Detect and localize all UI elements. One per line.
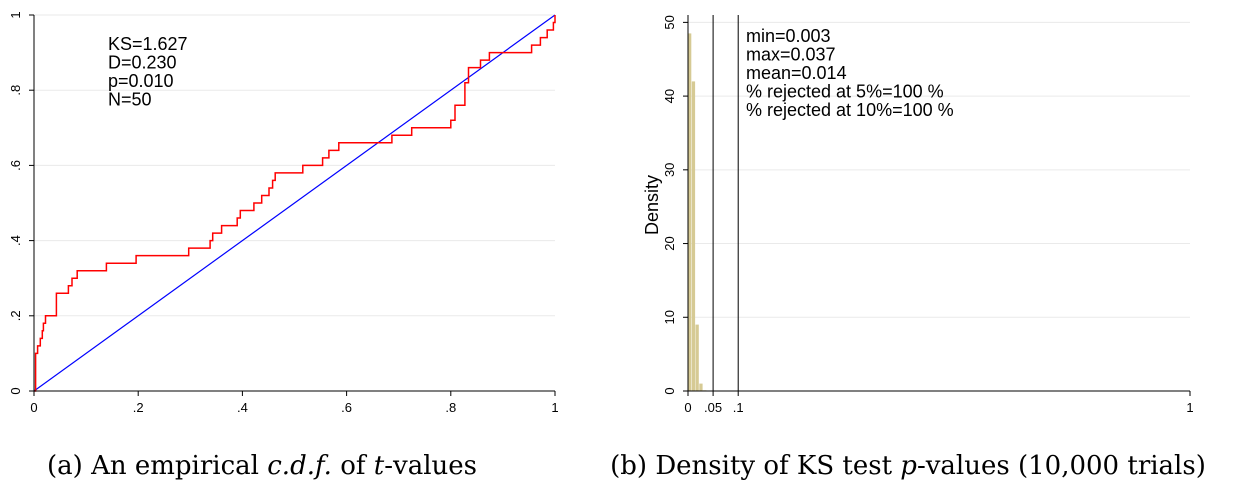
panel-a-xtick-label: .8 [445, 400, 456, 415]
panel-a-xtick-label: .2 [133, 400, 144, 415]
panel-b-annotation-line: mean=0.014 [746, 63, 847, 83]
panel-a-annotation-line: N=50 [108, 90, 152, 110]
panel-b-annotation-line: % rejected at 10%=100 % [746, 100, 954, 120]
panel-a-ytick-label: .4 [8, 235, 23, 246]
panel-b-caption: (b) Density of KS test p-values (10,000 … [610, 451, 1206, 481]
panel-a-annotation-line: KS=1.627 [108, 34, 188, 54]
histogram-bar [695, 324, 699, 391]
panel-a-ytick-label: .6 [8, 160, 23, 171]
panel-a-xtick-label: .6 [341, 400, 352, 415]
panel-a-ytick-label: 1 [8, 11, 23, 18]
panel-b-annotation-line: % rejected at 5%=100 % [746, 82, 944, 102]
panel-b-ytick-label: 50 [662, 15, 677, 29]
panel-a-gridlines [34, 14, 555, 317]
panel-b-ytick-label: 10 [662, 310, 677, 324]
panel-a-annotation-line: D=0.230 [108, 53, 177, 73]
panel-b-ylabel: Density [642, 175, 662, 235]
panel-a-ytick-label: 0 [8, 387, 23, 394]
panel-a-xtick-label: 0 [30, 400, 37, 415]
panel-a-axes: 0 .2 .4 .6 .8 1 0 .2 .4 .6 .8 1 [8, 11, 559, 415]
panel-b-ytick-label: 0 [662, 387, 677, 394]
panel-a-xtick-label: 1 [551, 400, 558, 415]
panel-b-reference-lines [712, 15, 739, 391]
histogram-bar [688, 33, 692, 392]
panel-b-annotation-line: min=0.003 [746, 26, 831, 46]
panel-a-annotation-line: p=0.010 [108, 71, 174, 91]
histogram-bar [691, 81, 696, 392]
panel-a-caption: (a) An empirical c.d.f. of t-values [47, 451, 477, 481]
panel-b-annotation-line: max=0.037 [746, 45, 836, 65]
panel-a-ecdf: 0 .2 .4 .6 .8 1 0 .2 .4 .6 .8 1 KS=1.627D=0.230p=0.… [8, 11, 559, 481]
panel-b-ytick-label: 40 [662, 89, 677, 103]
empirical-cdf-step-line [34, 15, 556, 392]
panel-b-density: 0 10 20 30 40 50 0 .05 .1 1 min=0.003max=0.037mea… [610, 15, 1206, 481]
panel-b-xtick-label: 1 [1186, 400, 1193, 415]
panel-b-xtick-label: 0 [684, 400, 691, 415]
panel-b-gridlines [688, 21, 1190, 318]
panel-b-xtick-label: .05 [704, 400, 722, 415]
panel-a-series [33, 14, 556, 392]
panel-a-ytick-label: .2 [8, 310, 23, 321]
panel-a-xtick-label: .4 [237, 400, 248, 415]
panel-b-xtick-label: .1 [733, 400, 744, 415]
panel-b-ytick-label: 30 [662, 163, 677, 177]
histogram-bar [699, 383, 703, 391]
panel-b-ytick-label: 20 [662, 236, 677, 250]
panel-a-ytick-label: .8 [8, 85, 23, 96]
panel-b-axes: 0 10 20 30 40 50 0 .05 .1 1 [662, 15, 1194, 415]
